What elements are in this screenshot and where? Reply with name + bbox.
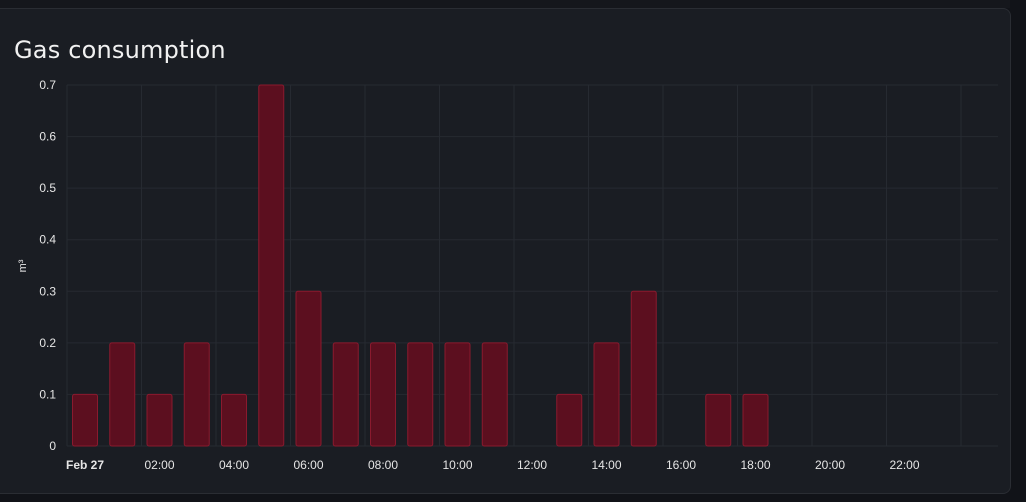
- y-tick-label: 0.2: [39, 336, 56, 350]
- bar-0000[interactable]: [72, 393, 98, 447]
- y-tick-label: 0.5: [39, 181, 56, 195]
- x-tick-label: 04:00: [219, 458, 249, 472]
- bar-0500[interactable]: [258, 84, 285, 447]
- chart-grid: [66, 84, 998, 447]
- y-tick-label: 0.7: [39, 78, 56, 92]
- previous-card-bottom: [0, 0, 1010, 8]
- bar-1000[interactable]: [444, 342, 471, 447]
- chart-bars: [72, 84, 769, 447]
- x-tick-label: 14:00: [591, 458, 621, 472]
- bar-1100[interactable]: [481, 342, 508, 447]
- x-tick-label: 02:00: [144, 458, 174, 472]
- x-tick-label: 16:00: [666, 458, 696, 472]
- bar-1300[interactable]: [556, 393, 583, 447]
- bar-0600[interactable]: [295, 290, 322, 447]
- bar-0700[interactable]: [332, 342, 359, 447]
- x-tick-label: Feb 27: [66, 458, 104, 472]
- x-tick-label: 12:00: [517, 458, 547, 472]
- bar-1700[interactable]: [705, 393, 732, 447]
- x-tick-label: 22:00: [889, 458, 919, 472]
- bar-1500[interactable]: [630, 290, 657, 447]
- x-axis-ticks: Feb 27 02:00 04:00 06:00 08:00 10:00 12:00 14:0…: [66, 458, 920, 472]
- x-tick-label: 08:00: [368, 458, 398, 472]
- bar-0900[interactable]: [407, 342, 434, 447]
- x-tick-label: 18:00: [740, 458, 770, 472]
- x-tick-label: 10:00: [442, 458, 472, 472]
- y-tick-label: 0.3: [39, 284, 56, 298]
- bar-0200[interactable]: [146, 393, 173, 447]
- bar-0400[interactable]: [221, 393, 247, 447]
- y-axis-ticks: 0 0.1 0.2 0.3 0.4 0.5 0.6 0.7: [39, 78, 56, 453]
- bar-0100[interactable]: [109, 342, 136, 447]
- x-tick-label: 20:00: [815, 458, 845, 472]
- bar-1400[interactable]: [593, 342, 620, 447]
- bar-0300[interactable]: [183, 342, 210, 447]
- bar-1800[interactable]: [742, 393, 769, 447]
- x-tick-label: 06:00: [293, 458, 323, 472]
- y-tick-label: 0: [49, 439, 56, 453]
- y-tick-label: 0.1: [39, 387, 56, 401]
- card-title: Gas consumption: [14, 36, 226, 64]
- y-tick-label: 0.6: [39, 130, 56, 144]
- y-tick-label: 0.4: [39, 233, 56, 247]
- y-axis-label: m³: [17, 259, 29, 272]
- bar-0800[interactable]: [370, 342, 396, 447]
